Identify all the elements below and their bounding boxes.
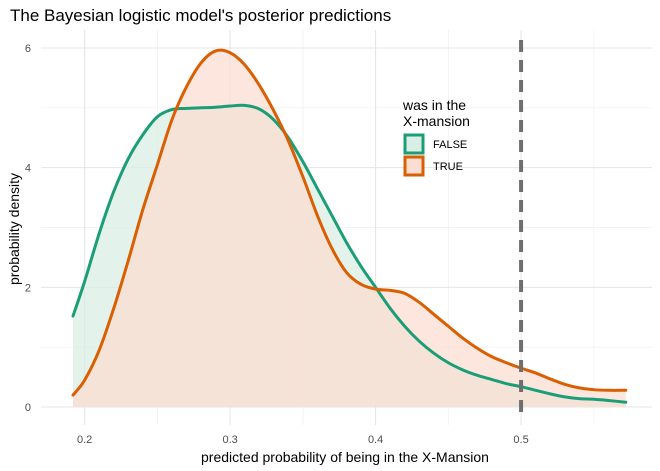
x-tick-label: 0.4 xyxy=(368,434,383,446)
density-lines xyxy=(71,48,628,404)
legend-key-true xyxy=(403,155,425,177)
y-tick-label: 0 xyxy=(25,402,31,414)
x-tick-label: 0.2 xyxy=(77,434,92,446)
x-tick-label: 0.3 xyxy=(222,434,237,446)
x-tick-label: 0.5 xyxy=(513,434,528,446)
legend-key-false xyxy=(403,133,425,155)
y-tick-label: 4 xyxy=(25,163,31,175)
y-tick-label: 2 xyxy=(25,282,31,294)
y-axis-ticks: 0 2 4 6 xyxy=(25,43,31,414)
y-tick-label: 6 xyxy=(25,43,31,55)
legend-title-line-1: was in the xyxy=(402,97,466,113)
area-true xyxy=(73,50,626,408)
y-axis-title: probability density xyxy=(6,173,22,285)
density-line-true xyxy=(71,48,628,397)
legend-label-false: FALSE xyxy=(433,139,467,151)
x-axis-title: predicted probability of being in the X-… xyxy=(201,449,489,465)
density-line-false xyxy=(71,103,628,404)
legend-label-true: TRUE xyxy=(433,161,463,173)
x-axis-ticks: 0.2 0.3 0.4 0.5 xyxy=(77,434,529,446)
density-areas xyxy=(73,50,626,408)
chart-title: The Bayesian logistic model's posterior … xyxy=(10,6,391,25)
legend-title-line-2: X-mansion xyxy=(403,113,470,129)
legend: was in the X-mansion FALSE TRUE xyxy=(402,97,470,177)
